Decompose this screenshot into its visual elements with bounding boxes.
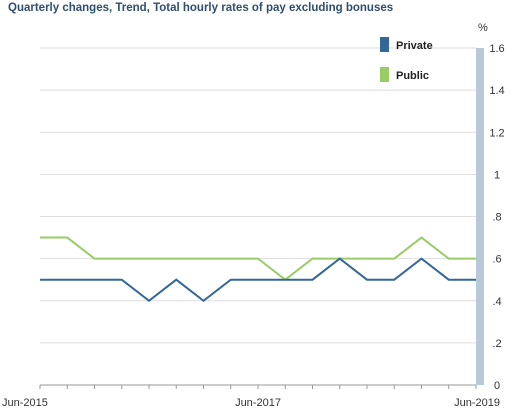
series-lines	[40, 236, 476, 303]
x-axis-ticks	[39, 385, 477, 389]
x-tick-label-2: Jun-2019	[454, 397, 500, 409]
y-tick-label-3: .6	[492, 254, 501, 266]
series-line-private	[40, 257, 476, 303]
y-axis-unit-label: %	[478, 22, 488, 34]
legend-swatch-private	[380, 37, 389, 52]
y-axis-tick-labels: 0 .2 .4 .6 .8 1 1.2 1.4 1.6	[489, 43, 504, 392]
x-axis-tick-labels: Jun-2015 Jun-2017 Jun-2019	[2, 397, 500, 409]
y-tick-label-0: 0	[494, 380, 500, 392]
legend-label-public: Public	[396, 70, 429, 82]
gridlines	[40, 47, 476, 386]
y-tick-label-8: 1.6	[489, 43, 504, 55]
legend-swatch-public	[380, 67, 389, 82]
y-axis-bar	[476, 48, 484, 385]
y-tick-label-7: 1.4	[489, 85, 504, 97]
x-tick-label-1: Jun-2017	[235, 397, 281, 409]
y-tick-label-4: .8	[492, 212, 501, 224]
y-tick-label-6: 1.2	[489, 127, 504, 139]
x-tick-label-0: Jun-2015	[2, 397, 48, 409]
y-tick-label-2: .4	[492, 296, 501, 308]
y-tick-label-5: 1	[494, 169, 500, 181]
legend-label-private: Private	[396, 40, 433, 52]
series-line-public	[40, 236, 476, 281]
legend: Private Public	[380, 37, 433, 82]
chart-title: Quarterly changes, Trend, Total hourly r…	[8, 2, 394, 14]
y-tick-label-1: .2	[492, 338, 501, 350]
